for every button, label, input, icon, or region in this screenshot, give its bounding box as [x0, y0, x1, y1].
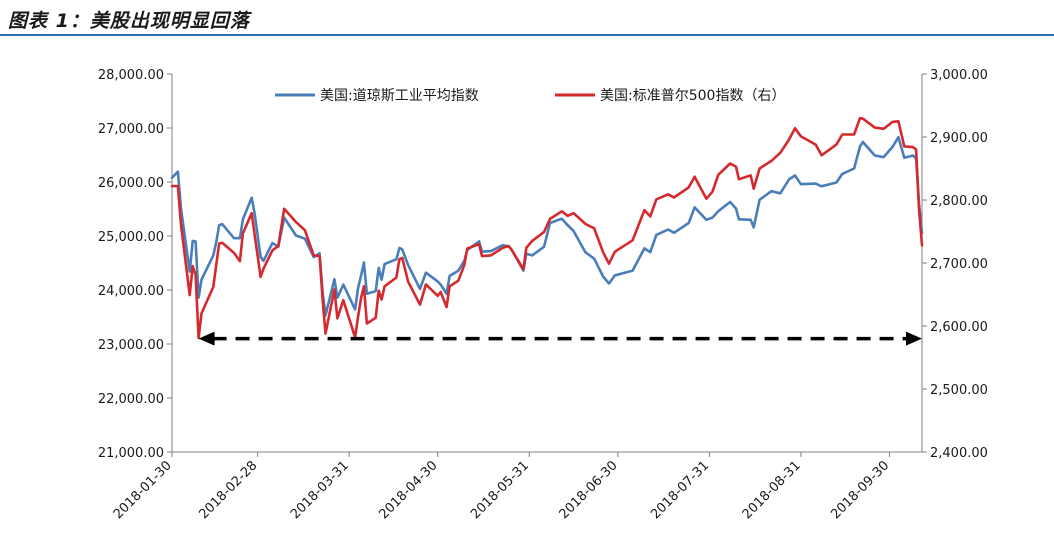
- x-tick-label: 2018-05-31: [468, 458, 532, 522]
- legend: 美国:道琼斯工业平均指数 美国:标准普尔500指数（右）: [275, 88, 785, 104]
- right-tick-label: 2,900.00: [930, 131, 988, 146]
- left-tick-label: 28,000.00: [98, 68, 164, 83]
- right-tick-label: 2,700.00: [930, 257, 988, 272]
- left-tick-label: 21,000.00: [98, 446, 164, 461]
- series-lines: [170, 116, 924, 340]
- right-tick-label: 2,800.00: [930, 194, 988, 209]
- dow-jones-line: [170, 135, 924, 317]
- x-tick-label: 2018-08-31: [740, 458, 804, 522]
- annotation: [198, 331, 922, 346]
- x-tick-label: 2018-03-31: [288, 458, 352, 522]
- left-tick-label: 22,000.00: [98, 392, 164, 407]
- x-tick-label: 2018-01-30: [111, 458, 175, 522]
- title-rule: [0, 34, 1054, 36]
- x-tick-label: 2018-07-31: [648, 458, 712, 522]
- x-axis-ticks: 2018-01-30 2018-02-28 2018-03-31 2018-04-30…: [111, 452, 892, 522]
- figure-title: 图表 1：美股出现明显回落: [8, 10, 250, 32]
- left-tick-label: 25,000.00: [98, 230, 164, 245]
- left-tick-label: 24,000.00: [98, 284, 164, 299]
- left-axis-ticks: 21,000.00 22,000.00 23,000.00 24,000.00 25,0…: [98, 68, 172, 461]
- right-tick-label: 3,000.00: [930, 68, 988, 83]
- legend-label: 美国:道琼斯工业平均指数: [320, 88, 479, 104]
- left-tick-label: 27,000.00: [98, 122, 164, 137]
- legend-label: 美国:标准普尔500指数（右）: [600, 88, 785, 104]
- right-tick-label: 2,600.00: [930, 320, 988, 335]
- right-axis-ticks: 2,400.00 2,500.00 2,600.00 2,700.00 2,800.00…: [922, 68, 988, 461]
- x-tick-label: 2018-04-30: [377, 458, 441, 522]
- left-tick-label: 26,000.00: [98, 176, 164, 191]
- left-tick-label: 23,000.00: [98, 338, 164, 353]
- arrow-head-right: [906, 331, 922, 346]
- sp500-line: [170, 116, 924, 340]
- x-tick-label: 2018-02-28: [196, 458, 260, 522]
- axes: [171, 74, 923, 453]
- x-tick-label: 2018-09-30: [828, 458, 892, 522]
- arrow-head-left: [198, 331, 215, 346]
- x-tick-label: 2018-06-30: [557, 458, 621, 522]
- right-tick-label: 2,500.00: [930, 383, 988, 398]
- right-tick-label: 2,400.00: [930, 446, 988, 461]
